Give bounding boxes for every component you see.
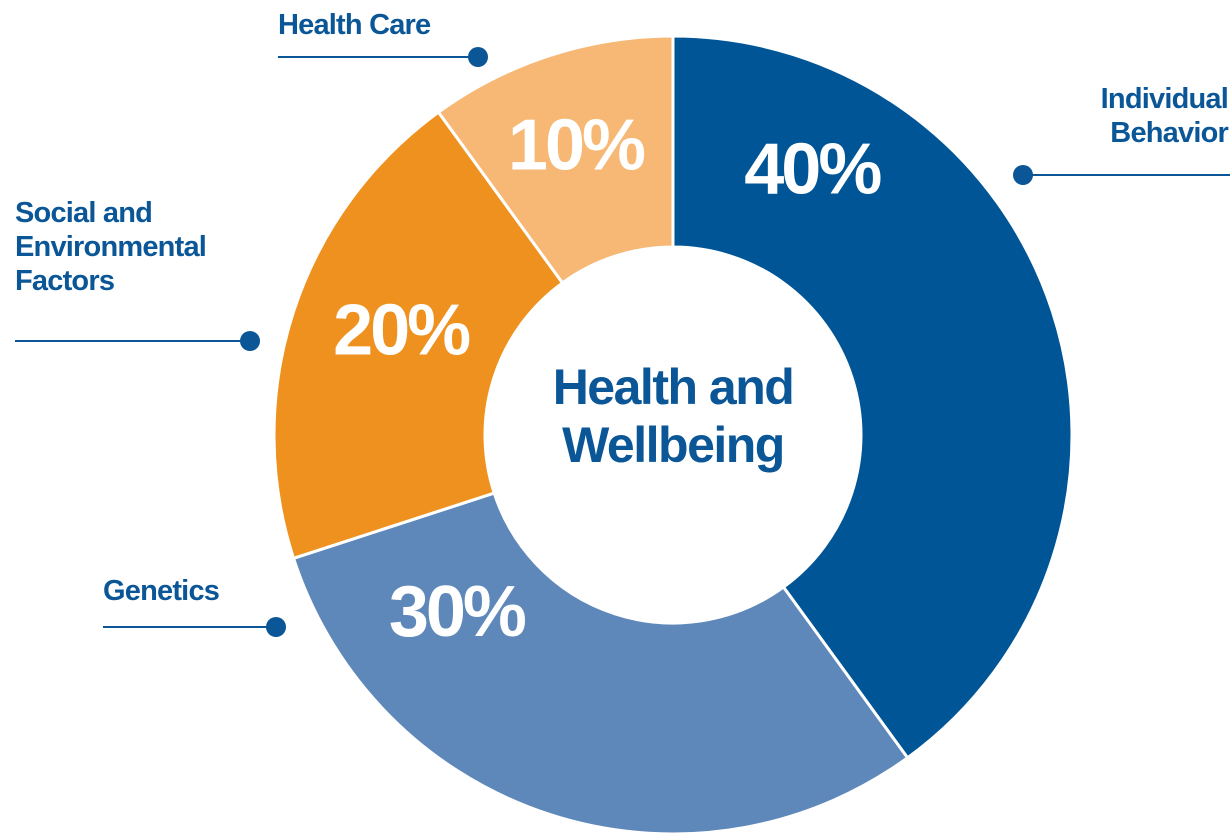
donut-slice <box>291 491 910 836</box>
leader-dot <box>266 617 286 637</box>
category-label: Social and Environmental Factors <box>15 197 207 297</box>
donut-slice <box>671 34 1074 760</box>
category-label: Genetics <box>103 575 220 607</box>
leader-dot <box>468 47 488 67</box>
category-label: Health Care <box>278 9 431 41</box>
leader-dot <box>1013 165 1033 185</box>
leader-dot <box>240 331 260 351</box>
value-label: 10% <box>508 105 645 185</box>
center-title: Health and Wellbeing <box>552 359 795 473</box>
donut-slice <box>272 110 565 561</box>
value-label: 20% <box>333 290 470 370</box>
category-label: Individual Behavior <box>1100 83 1229 149</box>
value-label: 30% <box>389 572 526 652</box>
donut-slice <box>436 34 675 285</box>
value-label: 40% <box>744 130 881 210</box>
